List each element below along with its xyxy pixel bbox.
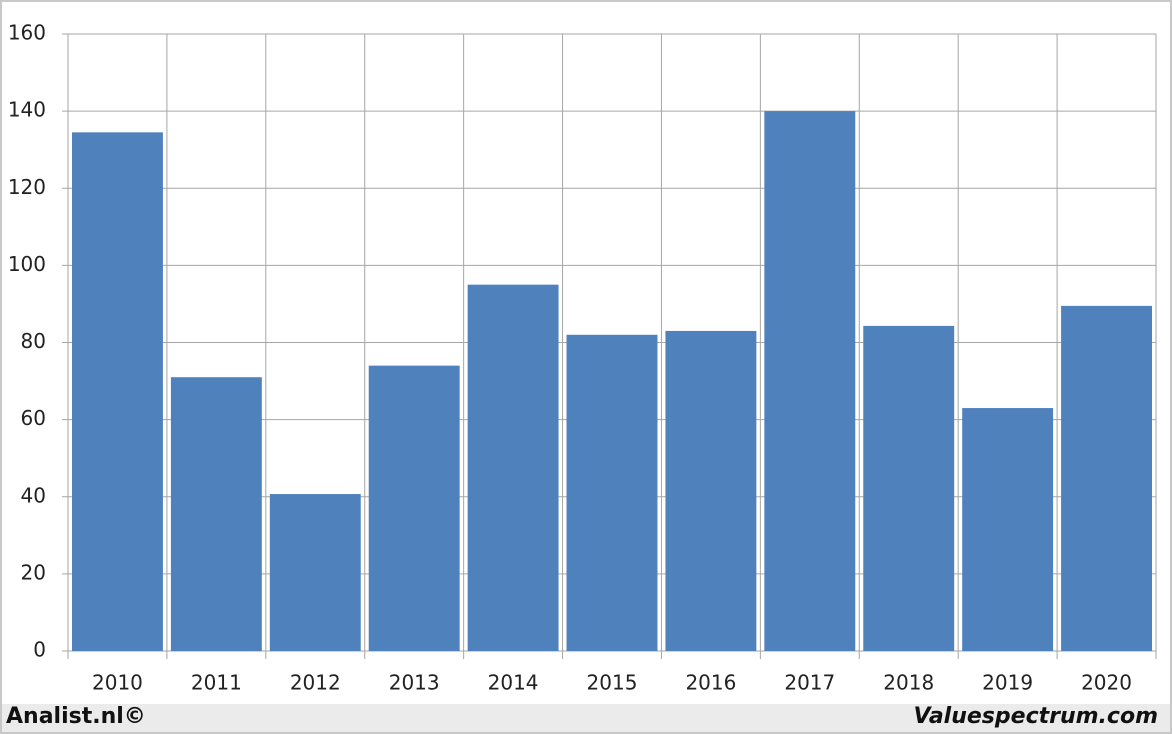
y-tick-label: 20 — [21, 560, 46, 584]
x-tick-label: 2014 — [488, 671, 539, 695]
bar — [962, 408, 1054, 651]
footer-band — [2, 704, 1170, 732]
x-tick-label: 2016 — [685, 671, 736, 695]
x-tick-label: 2017 — [784, 671, 835, 695]
x-tick-label: 2019 — [982, 671, 1033, 695]
y-tick-label: 120 — [8, 175, 46, 199]
x-tick-label: 2020 — [1081, 671, 1132, 695]
bar — [72, 132, 163, 652]
y-tick-label: 160 — [8, 21, 46, 45]
bar — [863, 325, 955, 651]
bar — [665, 330, 757, 651]
bar — [269, 494, 361, 651]
y-tick-label: 140 — [8, 98, 46, 122]
x-tick-label: 2011 — [191, 671, 242, 695]
x-tick-label: 2013 — [389, 671, 440, 695]
x-tick-label: 2010 — [92, 671, 143, 695]
bar — [368, 365, 460, 651]
y-tick-label: 40 — [21, 483, 46, 507]
x-tick-label: 2012 — [290, 671, 341, 695]
bar — [764, 111, 856, 651]
footer-right: Valuespectrum.com — [914, 704, 1158, 729]
x-tick-label: 2018 — [883, 671, 934, 695]
x-tick-label: 2015 — [587, 671, 638, 695]
bar — [1061, 305, 1152, 651]
y-tick-label: 100 — [8, 252, 46, 276]
footer-left: Analist.nl© — [6, 704, 146, 729]
bar — [170, 377, 262, 651]
y-tick-label: 60 — [21, 406, 46, 430]
bar — [467, 284, 559, 651]
bar — [566, 334, 658, 651]
y-tick-label: 0 — [33, 638, 46, 662]
y-tick-label: 80 — [21, 329, 46, 353]
